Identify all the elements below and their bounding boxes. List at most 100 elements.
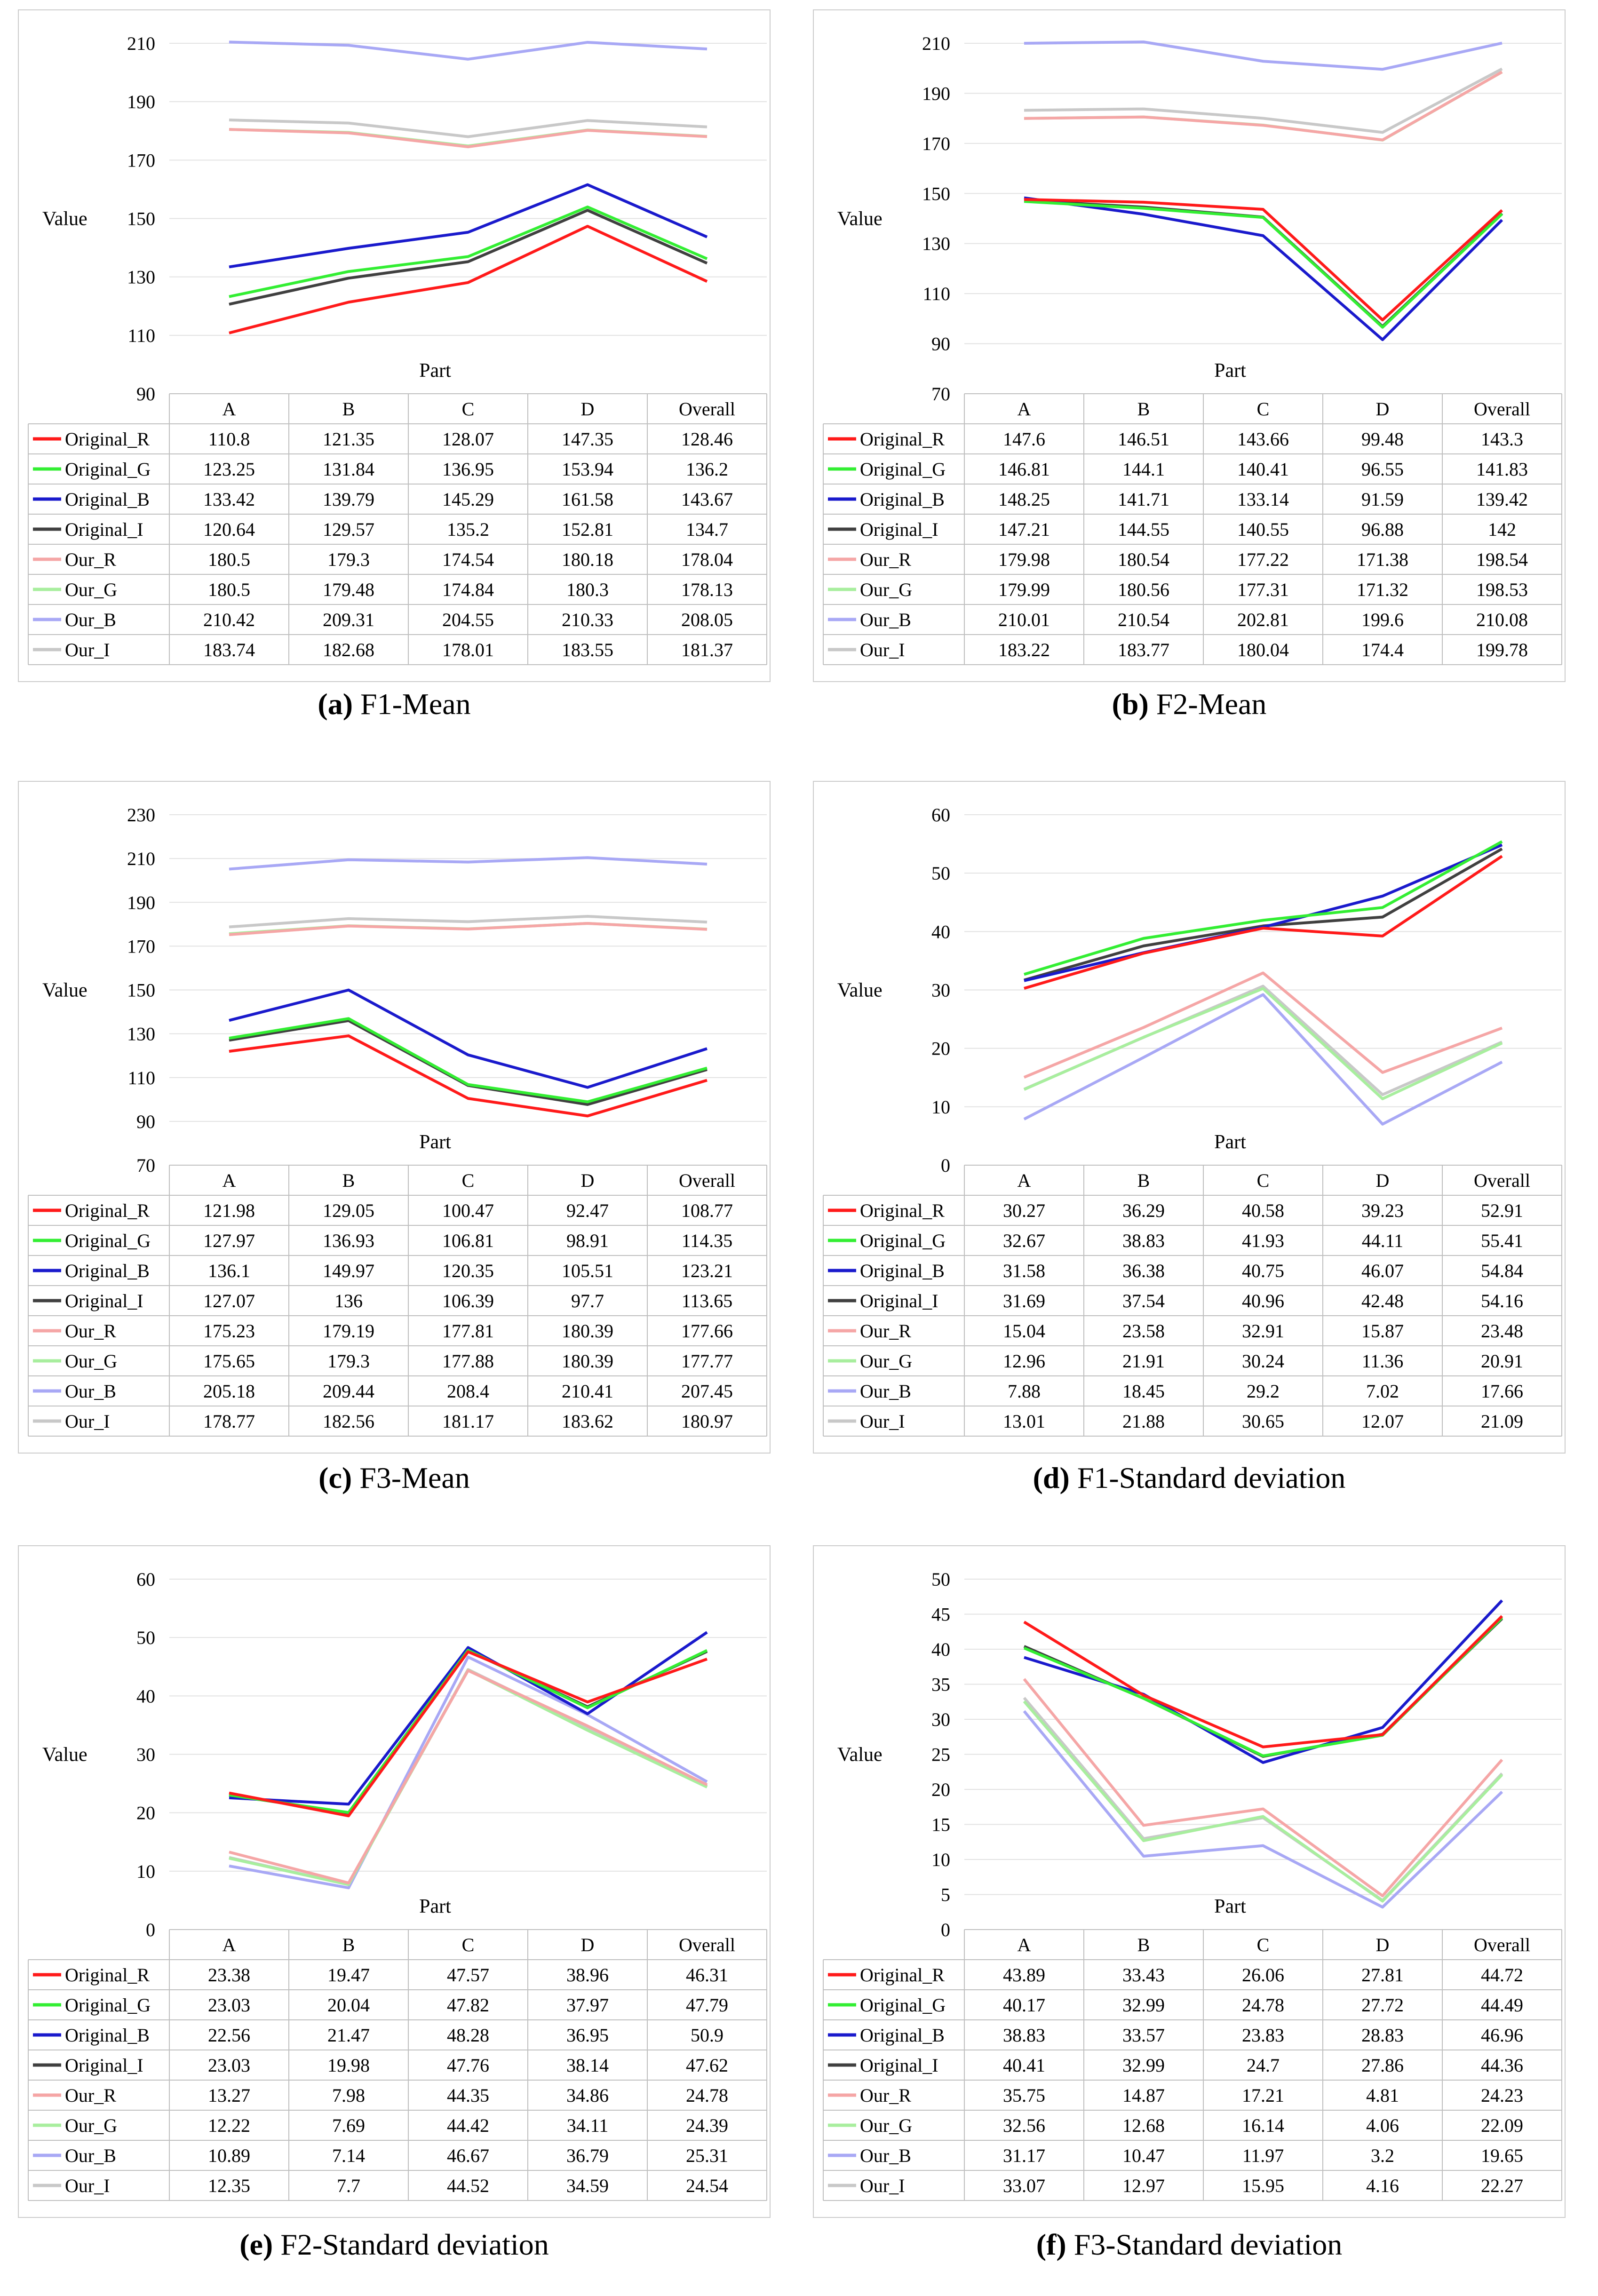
chart-panel-d: 0 10 20 30 40 50 60 Value Part A B C D Overall Origina…	[813, 781, 1566, 1454]
y-tick-label: 50	[931, 863, 950, 884]
table-cell: 21.88	[1122, 1411, 1165, 1432]
x-axis-label: Part	[419, 1896, 451, 1917]
y-tick-label: 20	[931, 1038, 950, 1059]
caption-letter-b: (b)	[1112, 687, 1149, 721]
caption-text-e: F2-Standard deviation	[280, 2228, 549, 2261]
table-cell: 24.39	[686, 2115, 728, 2136]
table-cell: 27.86	[1361, 2055, 1404, 2076]
table-row-name: Our_G	[860, 1351, 912, 1372]
table-cell: 47.82	[447, 1994, 489, 2016]
table-cell: 106.81	[442, 1230, 494, 1251]
table-cell: 133.42	[203, 489, 255, 510]
y-tick-label: 30	[931, 980, 950, 1001]
table-cell: 178.01	[442, 639, 494, 660]
table-cell: 177.77	[681, 1351, 733, 1372]
table-column-header: Overall	[679, 1170, 735, 1191]
table-cell: 38.83	[1122, 1230, 1165, 1251]
y-tick-label: 150	[127, 208, 155, 230]
y-tick-label: 0	[941, 1919, 950, 1940]
series-line-our-i	[1023, 985, 1503, 1096]
table-cell: 24.78	[1242, 1994, 1284, 2016]
y-tick-label: 10	[931, 1849, 950, 1870]
series-line-original-g	[229, 1649, 708, 1814]
table-row-name: Original_I	[860, 519, 938, 540]
y-tick-label: 30	[136, 1744, 155, 1765]
table-cell: 14.87	[1122, 2085, 1165, 2106]
table-cell: 37.97	[566, 1994, 609, 2016]
table-cell: 7.69	[332, 2115, 365, 2136]
series-line-our-b	[229, 40, 708, 61]
table-cell: 43.89	[1003, 1964, 1045, 1986]
table-cell: 180.54	[1118, 549, 1169, 570]
table-row-name: Original_I	[65, 1290, 143, 1311]
table-cell: 92.47	[566, 1200, 609, 1221]
y-tick-label: 190	[922, 83, 950, 104]
table-cell: 4.06	[1366, 2115, 1399, 2136]
caption-e: (e) F2-Standard deviation	[18, 2227, 771, 2262]
y-tick-label: 35	[931, 1674, 950, 1695]
table-cell: 153.94	[562, 459, 613, 480]
table-cell: 145.29	[442, 489, 494, 510]
table-cell: 180.18	[562, 549, 613, 570]
table-cell: 44.42	[447, 2115, 489, 2136]
y-tick-label: 40	[931, 921, 950, 942]
table-cell: 47.79	[686, 1994, 728, 2016]
table-row-name: Original_G	[65, 459, 151, 480]
table-row-name: Our_B	[860, 1381, 911, 1402]
table-row-name: Our_R	[65, 1320, 116, 1342]
table-row-name: Our_G	[65, 579, 117, 600]
table-cell: 179.48	[323, 579, 374, 600]
table-cell: 17.66	[1481, 1381, 1523, 1402]
table-cell: 178.77	[203, 1411, 255, 1432]
table-cell: 52.91	[1481, 1200, 1523, 1221]
table-cell: 13.01	[1003, 1411, 1045, 1432]
series-line-our-g	[229, 1668, 708, 1886]
series-line-our-i	[229, 1668, 708, 1886]
series-line-our-b	[1024, 40, 1503, 71]
table-cell: 12.22	[208, 2115, 250, 2136]
table-cell: 47.62	[686, 2055, 728, 2076]
table-cell: 3.2	[1371, 2145, 1394, 2166]
table-cell: 177.81	[442, 1320, 494, 1342]
table-row-name: Original_B	[860, 489, 945, 510]
table-column-header: B	[1137, 1170, 1150, 1191]
table-cell: 182.68	[323, 639, 374, 660]
series-line-our-r	[229, 128, 708, 149]
y-tick-label: 150	[922, 183, 950, 204]
caption-letter-e: (e)	[239, 2228, 273, 2261]
table-cell: 23.48	[1481, 1320, 1523, 1342]
table-row-name: Our_I	[860, 1411, 905, 1432]
table-row-name: Original_R	[65, 1964, 150, 1986]
table-cell: 174.84	[442, 579, 494, 600]
y-axis-label: Value	[42, 208, 87, 230]
chart-panel-e: 0 10 20 30 40 50 60 Value Part A B C D Overall Origina…	[18, 1545, 771, 2218]
table-cell: 32.67	[1003, 1230, 1045, 1251]
table-cell: 15.87	[1361, 1320, 1404, 1342]
table-cell: 4.16	[1366, 2175, 1399, 2196]
y-tick-label: 25	[931, 1744, 950, 1765]
table-cell: 181.17	[442, 1411, 494, 1432]
table-row-name: Original_B	[65, 1260, 150, 1281]
table-cell: 48.28	[447, 2025, 489, 2046]
table-row-name: Original_G	[65, 1994, 151, 2016]
y-tick-label: 150	[127, 980, 155, 1001]
table-cell: 142	[1488, 519, 1516, 540]
y-tick-label: 70	[136, 1155, 155, 1176]
table-cell: 25.31	[686, 2145, 728, 2166]
table-cell: 22.56	[208, 2025, 250, 2046]
table-cell: 208.05	[681, 609, 733, 630]
table-cell: 140.55	[1237, 519, 1289, 540]
table-cell: 174.4	[1361, 639, 1404, 660]
table-cell: 183.77	[1118, 639, 1169, 660]
caption-letter-c: (c)	[318, 1461, 352, 1494]
table-cell: 182.56	[323, 1411, 374, 1432]
series-line-original-g	[1024, 840, 1503, 976]
table-column-header: D	[581, 1170, 595, 1191]
table-row-name: Original_R	[860, 1200, 945, 1221]
table-cell: 15.04	[1003, 1320, 1045, 1342]
table-cell: 148.25	[998, 489, 1050, 510]
table-cell: 139.42	[1476, 489, 1528, 510]
caption-c: (c) F3-Mean	[18, 1461, 771, 1495]
table-column-header: Overall	[1474, 1934, 1530, 1955]
table-cell: 40.75	[1242, 1260, 1284, 1281]
